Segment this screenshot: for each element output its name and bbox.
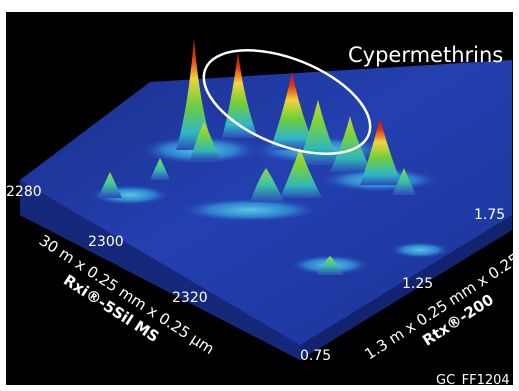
peak [270, 72, 316, 150]
y-tick-label: 1.75 [474, 207, 505, 223]
surface-edge-left [20, 180, 300, 360]
peak [98, 172, 122, 198]
peak [298, 100, 340, 165]
peak [190, 122, 220, 160]
peak [330, 116, 372, 172]
peak [250, 168, 284, 202]
peak [150, 158, 170, 180]
y-tick-label: 0.75 [300, 348, 331, 364]
peak [176, 38, 214, 150]
x-tick-label: 2300 [88, 234, 124, 250]
y-tick-label: 1.25 [402, 276, 433, 292]
peak [392, 168, 416, 195]
figure-code: GC_FF1204 [436, 373, 510, 388]
cypermethrins-ellipse [202, 49, 372, 155]
x-tick-label: 2280 [6, 184, 42, 200]
annotation-label: Cypermethrins [348, 43, 503, 67]
x-tick-label: 2320 [172, 290, 208, 306]
surface-peaks [98, 38, 416, 275]
peak [280, 148, 322, 198]
peak [316, 256, 344, 275]
peak [222, 52, 258, 138]
surface-edge-right [300, 215, 512, 360]
peak [360, 118, 402, 185]
